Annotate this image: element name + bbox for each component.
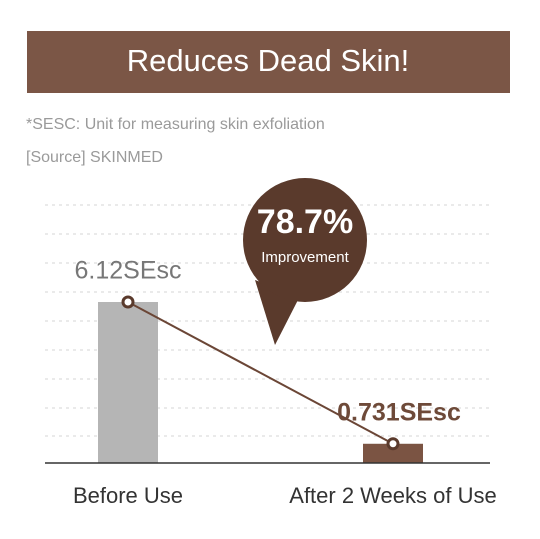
- point: [121, 295, 135, 309]
- note: [Source] SKINMED: [26, 149, 163, 166]
- improvement-label: Improvement: [261, 249, 349, 266]
- bar: [363, 443, 423, 463]
- bar: [98, 302, 158, 463]
- value-label: 0.731SEsc: [337, 398, 461, 426]
- point: [386, 437, 400, 451]
- note: *SESC: Unit for measuring skin exfoliati…: [26, 116, 325, 133]
- chart-title: Reduces Dead Skin!: [127, 43, 410, 78]
- trend-line: [127, 301, 394, 445]
- title-band: [27, 31, 510, 93]
- x-tick-label: Before Use: [73, 483, 183, 508]
- improvement-value: 78.7%: [257, 203, 353, 241]
- x-tick-label: After 2 Weeks of Use: [289, 483, 496, 508]
- value-label: 6.12SEsc: [74, 257, 181, 285]
- callout: 78.7% Improvement: [243, 178, 367, 345]
